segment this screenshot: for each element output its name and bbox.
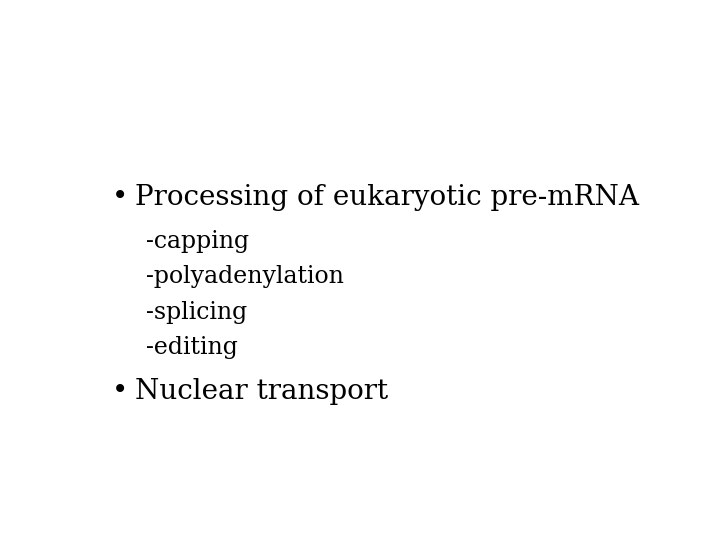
Text: -capping: -capping — [145, 230, 249, 253]
Text: Processing of eukaryotic pre-mRNA: Processing of eukaryotic pre-mRNA — [135, 184, 639, 211]
Text: -polyadenylation: -polyadenylation — [145, 265, 343, 288]
Text: -splicing: -splicing — [145, 301, 247, 323]
Text: -editing: -editing — [145, 336, 238, 359]
Text: Nuclear transport: Nuclear transport — [135, 377, 388, 404]
Text: •: • — [112, 377, 129, 404]
Text: •: • — [112, 184, 129, 211]
